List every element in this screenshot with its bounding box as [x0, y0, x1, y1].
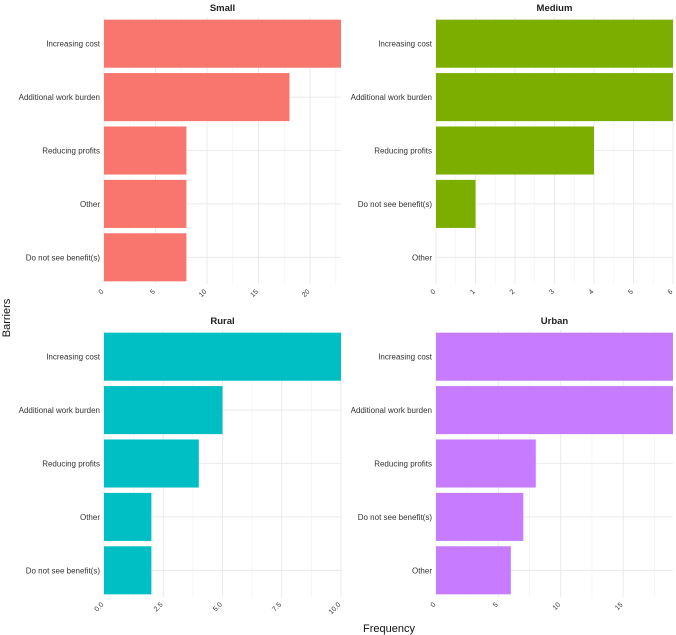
category-label: Additional work burden	[351, 406, 432, 415]
category-label: Other	[412, 566, 432, 575]
panel-title: Rural	[210, 316, 234, 327]
bar	[104, 332, 341, 381]
bar	[104, 179, 187, 228]
tick-label: 3	[548, 288, 556, 296]
category-label: Do not see benefit(s)	[26, 253, 101, 262]
bar	[436, 19, 673, 68]
panel-rural: Increasing cost Additional work burden Red…	[19, 316, 343, 616]
category-label: Do not see benefit(s)	[358, 200, 433, 209]
category-label: Additional work burden	[351, 93, 432, 102]
category-label: Reducing profits	[374, 147, 432, 156]
tick-label: 5	[627, 288, 635, 296]
category-label: Increasing cost	[378, 353, 433, 362]
category-label: Reducing profits	[42, 147, 100, 156]
tick-label: 5	[492, 601, 500, 609]
panel-medium: Increasing cost Additional work burden Red…	[351, 3, 675, 296]
chart-panels: Increasing cost Additional work burden Red…	[19, 3, 675, 616]
category-label: Additional work burden	[19, 93, 100, 102]
panel-urban: Increasing cost Additional work burden Red…	[351, 316, 673, 612]
bar	[104, 386, 223, 435]
tick-label: 10	[198, 288, 209, 299]
category-label: Do not see benefit(s)	[26, 566, 101, 575]
tick-label: 0	[430, 601, 438, 609]
tick-label: 15	[614, 601, 625, 612]
bar	[104, 439, 199, 488]
category-label: Additional work burden	[19, 406, 100, 415]
y-axis-title: Barriers	[1, 298, 13, 337]
panel-title: Medium	[537, 3, 573, 14]
category-label: Do not see benefit(s)	[358, 513, 433, 522]
bar	[436, 546, 511, 595]
tick-label: 5.0	[212, 601, 224, 613]
bar	[436, 179, 476, 228]
tick-label: 10	[552, 601, 563, 612]
bar	[436, 492, 524, 541]
bar	[104, 492, 152, 541]
panel-title: Small	[210, 3, 235, 14]
bar	[104, 546, 152, 595]
tick-label: 15	[250, 288, 261, 299]
category-label: Other	[412, 253, 432, 262]
category-label: Reducing profits	[374, 460, 432, 469]
bar	[104, 19, 341, 68]
bar	[436, 332, 673, 381]
x-axis-title: Frequency	[363, 623, 415, 635]
tick-label: 2	[509, 288, 517, 296]
panel-title: Urban	[541, 316, 569, 327]
bar	[436, 126, 594, 175]
tick-label: 10.0	[328, 601, 343, 616]
tick-label: 5	[149, 288, 157, 296]
category-label: Other	[80, 513, 100, 522]
bar	[104, 73, 290, 122]
bar	[436, 386, 673, 435]
tick-label: 0	[98, 288, 106, 296]
category-label: Increasing cost	[378, 40, 433, 49]
category-label: Increasing cost	[46, 40, 101, 49]
tick-label: 0	[430, 288, 438, 296]
panel-small: Increasing cost Additional work burden Red…	[19, 3, 341, 299]
category-label: Other	[80, 200, 100, 209]
bar	[104, 233, 187, 282]
tick-label: 20	[301, 288, 312, 299]
bar	[104, 126, 187, 175]
tick-label: 4	[588, 288, 596, 296]
tick-label: 1	[469, 288, 477, 296]
category-label: Reducing profits	[42, 460, 100, 469]
category-label: Increasing cost	[46, 353, 101, 362]
bar	[436, 439, 536, 488]
tick-label: 2.5	[153, 601, 165, 613]
bar	[436, 73, 673, 122]
tick-label: 6	[667, 288, 675, 296]
tick-label: 7.5	[271, 601, 283, 613]
tick-label: 0.0	[94, 601, 106, 613]
